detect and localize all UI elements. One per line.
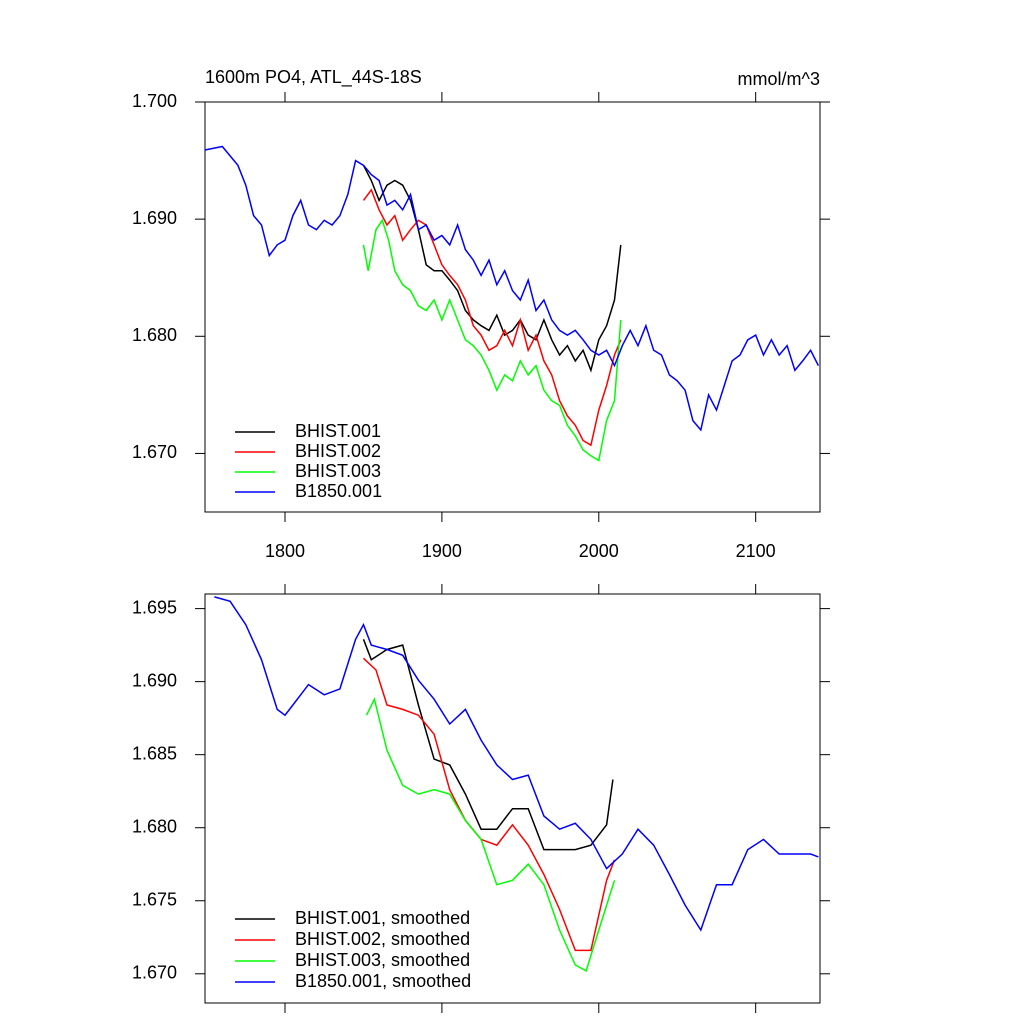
series-line	[214, 596, 819, 932]
series-line	[362, 218, 622, 462]
plot-frame	[204, 593, 821, 1004]
series-line	[365, 697, 616, 972]
x-tick-label: 2000	[579, 541, 619, 561]
legend-label: BHIST.003, smoothed	[295, 950, 470, 970]
y-tick-label: 1.670	[132, 442, 177, 462]
legend-label: BHIST.002, smoothed	[295, 929, 470, 949]
series-line	[362, 164, 622, 373]
y-tick-label: 1.675	[132, 890, 177, 910]
series-line	[362, 657, 616, 952]
x-tick-label: 1900	[422, 541, 462, 561]
legend-label: BHIST.003	[295, 461, 381, 481]
legend-label: BHIST.002	[295, 441, 381, 461]
x-tick-label: 2100	[736, 541, 776, 561]
x-tick-label: 1800	[265, 541, 305, 561]
y-tick-label: 1.695	[132, 597, 177, 617]
series-line	[362, 639, 614, 851]
y-tick-label: 1.690	[132, 670, 177, 690]
chart-title: 1600m PO4, ATL_44S-18S	[205, 67, 422, 88]
y-tick-label: 1.685	[132, 743, 177, 763]
y-tick-label: 1.670	[132, 963, 177, 983]
y-tick-label: 1.680	[132, 325, 177, 345]
series-line	[204, 145, 820, 432]
series-line	[362, 188, 622, 447]
units-label: mmol/m^3	[738, 69, 820, 89]
y-tick-label: 1.700	[132, 91, 177, 111]
legend-label: BHIST.001, smoothed	[295, 908, 470, 928]
legend-label: B1850.001, smoothed	[295, 971, 471, 991]
legend-label: B1850.001	[295, 481, 382, 501]
y-tick-label: 1.680	[132, 816, 177, 836]
plot-frame	[204, 101, 821, 513]
legend-label: BHIST.001	[295, 421, 381, 441]
y-tick-label: 1.690	[132, 208, 177, 228]
